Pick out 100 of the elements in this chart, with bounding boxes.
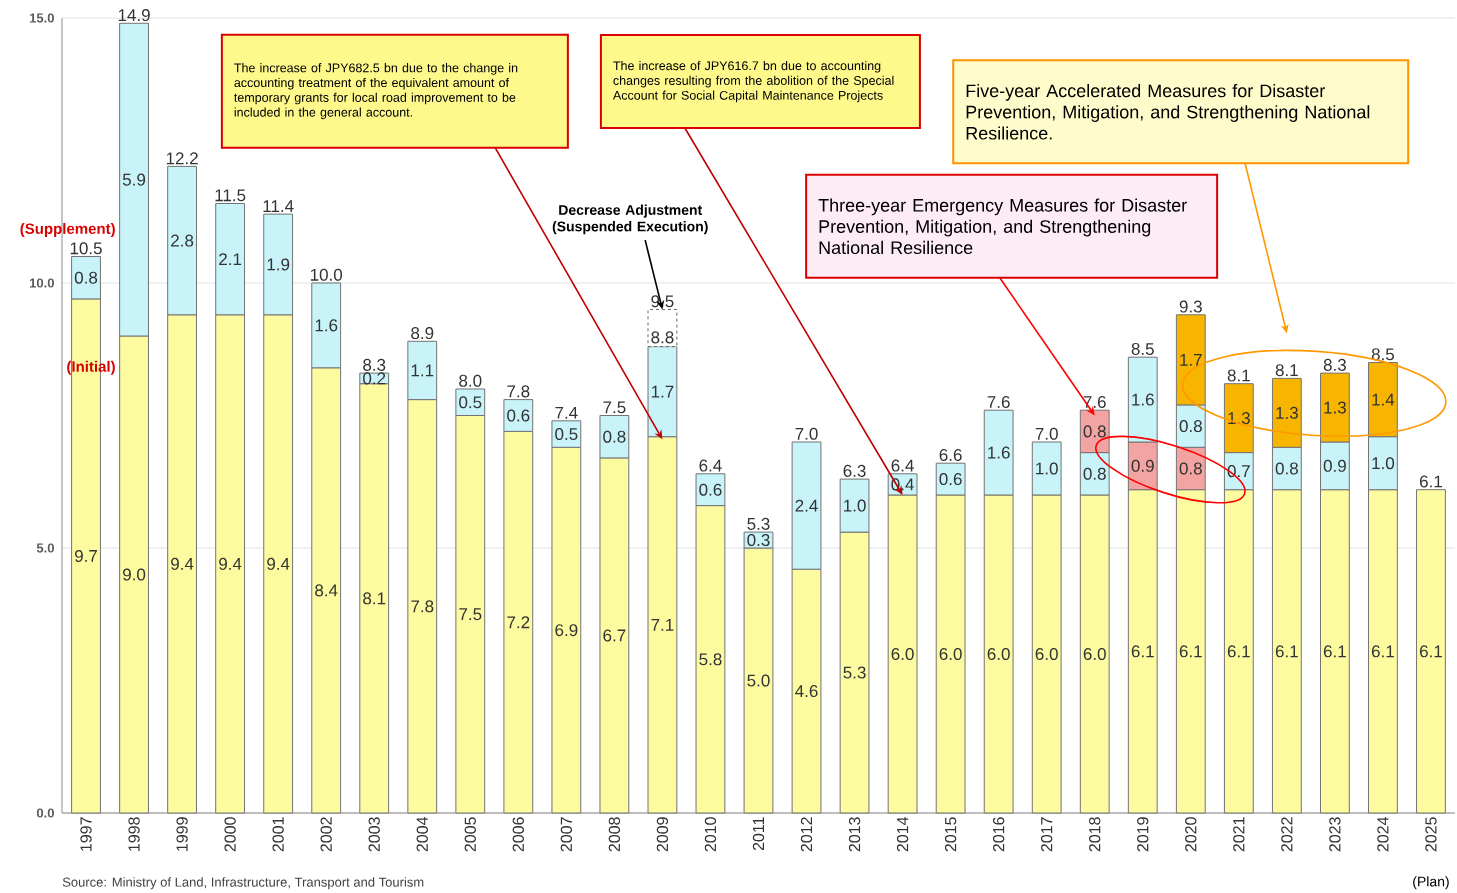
data-label: 6.1 [1371,645,1394,658]
x-tick-label: 2010 [704,817,717,852]
bar [647,308,678,348]
total-label: 8.1 [1227,369,1250,382]
x-tick-label: 2000 [224,817,236,852]
data-label: 0.2 [363,372,386,385]
source-note: Source: Ministry of Land, Infrastructure, Transport and Tourism [62,877,424,890]
total-label: 8.5 [1131,342,1154,355]
data-label: 2.1 [219,253,242,266]
x-tick-label: 2023 [1329,817,1341,852]
data-label: 7.2 [507,616,530,629]
data-label: 1.3 [1324,401,1346,414]
x-tick-label: 2022 [1281,817,1293,852]
data-label: 0.8 [74,271,98,284]
data-label: 0.9 [1323,459,1346,472]
data-label: 0.3 [747,534,770,547]
data-label: 0.7 [1227,465,1250,478]
data-label: 1.3 [1276,406,1298,419]
x-tick-label: 2025 [1425,817,1437,852]
x-tick-label: 2007 [560,817,573,852]
data-label: 1.6 [315,319,338,332]
data-label: 0.5 [555,428,578,441]
data-label: 1.6 [1132,393,1154,406]
x-tick-label: 1999 [176,817,188,851]
total-label: 14.9 [118,9,150,22]
x-tick-label: 2012 [800,817,813,852]
x-tick-label: 2005 [464,817,476,852]
x-tick-label: 2015 [944,817,957,852]
data-label: 7.1 [651,618,674,631]
data-label: 6.0 [939,647,962,661]
data-label: 6.0 [1035,647,1058,661]
total-label: 8.1 [1275,364,1298,377]
x-tick-label: 2009 [656,817,669,852]
annotation: 8.8 [651,331,674,344]
total-label: 7.5 [603,401,626,414]
total-label: 12.2 [166,152,198,165]
data-label: 6.1 [1179,645,1202,658]
x-tick-label: 2004 [416,816,428,852]
x-tick-label: 2021 [1233,817,1245,852]
x-tick-label: 2003 [368,817,380,852]
total-label: 7.4 [555,406,578,419]
data-label: 1.9 [267,258,290,271]
y-tick-label: 15.0 [29,13,54,23]
data-label: 6.0 [891,647,914,661]
total-label: 5.3 [747,517,770,530]
data-label: 1.0 [1372,457,1395,470]
data-label: 0.8 [1275,462,1298,475]
data-label: 0.8 [1179,462,1202,475]
data-label: 5.0 [747,674,770,687]
total-label: 6.6 [939,448,962,461]
data-label: 0.6 [699,483,722,496]
annotation: Three-year Emergency Measures for Disaster Prevention, Mitigation, and Strengthening National Resilience [818,198,1187,255]
x-tick-label: 2018 [1089,817,1101,852]
data-label: 1.6 [988,446,1010,459]
data-label: 6.1 [1323,645,1346,658]
data-label: 7.8 [411,600,434,613]
data-label: 0.8 [1179,420,1202,433]
data-label: 0.5 [459,396,482,409]
data-label: 9.4 [171,557,194,570]
data-label: 2.8 [171,234,194,247]
data-label: 1.7 [651,385,674,398]
data-label: 8.1 [363,592,386,605]
data-label: 7.5 [459,608,482,621]
annotation: The increase of JPY616.7 bn due to accounting changes resulting from the abolition of the Special Account for Social Capital Maintenance Projects [612,60,894,103]
data-label: 2.4 [795,499,818,512]
data-label: 9.7 [75,549,97,562]
data-label: 6.1 [1131,645,1154,658]
annotation: Five-year Accelerated Measures for Disaster Prevention, Mitigation, and Strengthening National Resilience. [966,83,1370,140]
data-label: 1.3 [1228,412,1250,425]
data-label: 0.8 [1083,425,1106,438]
total-label: 10.0 [310,268,343,281]
total-label: 7.6 [987,395,1010,408]
x-tick-label: 2008 [608,817,621,852]
total-label: 11.5 [215,189,246,202]
y-tick-label: 5.0 [36,543,54,553]
data-label: 0.6 [507,409,530,422]
data-label: 6.1 [1420,645,1442,658]
total-label: 6.4 [699,459,722,472]
total-label: 8.3 [1323,358,1346,371]
x-tick-label: 2019 [1137,817,1149,852]
x-tick-label: 2013 [848,817,861,852]
data-label: 9.0 [123,568,146,581]
data-label: 1.7 [1180,353,1202,366]
x-tick-label: 2024 [1377,816,1389,852]
data-label: 1.1 [411,364,434,377]
data-label: 8.4 [315,584,338,597]
x-tick-label: 1998 [128,817,140,851]
data-label: 6.0 [1083,647,1106,661]
x-tick-label: 2016 [992,817,1005,852]
data-label: 6.0 [987,647,1010,661]
data-label: 0.9 [1131,459,1154,472]
x-tick-label: 2002 [320,817,332,852]
total-label: 7.0 [1035,427,1058,440]
x-tick-label: 2020 [1185,817,1197,852]
total-label: 7.0 [795,427,818,440]
total-label: 10.5 [70,242,102,255]
x-tick-label: 1997 [80,817,92,851]
data-label: 9.4 [267,557,290,570]
total-label: 8.0 [459,374,482,387]
text: (Plan) [1413,876,1449,890]
